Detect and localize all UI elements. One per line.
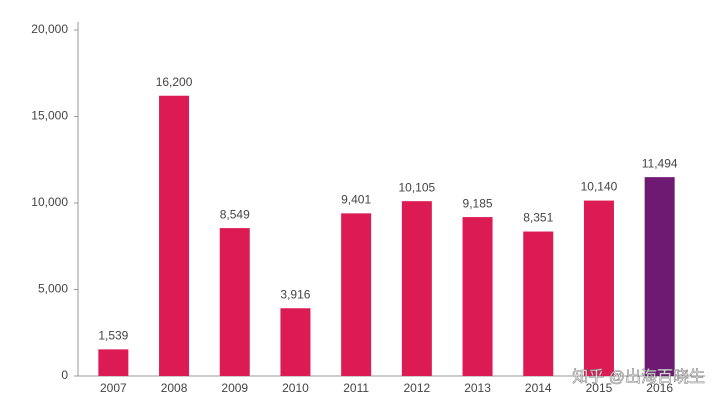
bar <box>219 228 250 376</box>
value-label: 10,105 <box>398 180 435 194</box>
bar <box>401 201 432 376</box>
x-tick-label: 2014 <box>525 381 552 395</box>
bar <box>280 308 311 376</box>
bar <box>98 349 129 376</box>
bar <box>159 95 190 377</box>
value-label: 10,140 <box>581 180 618 194</box>
value-label: 3,916 <box>280 287 310 301</box>
x-tick-label: 2013 <box>464 381 491 395</box>
x-tick-label: 2012 <box>403 381 430 395</box>
value-label: 9,401 <box>341 193 371 207</box>
value-label: 8,351 <box>523 211 553 225</box>
bar <box>523 231 554 376</box>
x-tick-label: 2009 <box>221 381 248 395</box>
watermark: 知乎 @出海百晓生 <box>572 368 705 386</box>
y-tick-label: 5,000 <box>38 282 68 296</box>
y-tick-label: 20,000 <box>31 22 68 36</box>
value-label: 1,539 <box>98 329 128 343</box>
value-label: 9,185 <box>463 196 493 210</box>
x-tick-label: 2010 <box>282 381 309 395</box>
x-tick-label: 2015 <box>586 381 613 395</box>
x-tick-label: 2011 <box>343 381 369 395</box>
bar <box>583 200 614 376</box>
y-tick-label: 15,000 <box>31 109 68 123</box>
bar <box>462 217 493 376</box>
value-label: 16,200 <box>156 75 193 89</box>
y-tick-label: 10,000 <box>31 195 68 209</box>
bar <box>341 213 372 376</box>
x-tick-label: 2007 <box>100 381 127 395</box>
value-label: 11,494 <box>642 156 678 170</box>
bar <box>644 177 675 376</box>
x-tick-label: 2008 <box>161 381 188 395</box>
x-tick-label: 2016 <box>646 381 673 395</box>
y-tick-label: 0 <box>61 368 68 382</box>
value-label: 8,549 <box>220 207 250 221</box>
